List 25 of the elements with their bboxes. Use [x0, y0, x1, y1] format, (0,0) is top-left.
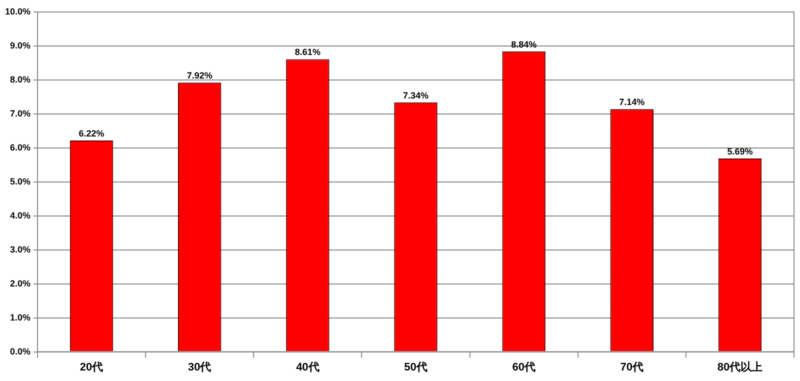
y-tick-label: 8.0% — [10, 74, 31, 84]
x-tick-label: 50代 — [404, 361, 428, 374]
data-label: 7.14% — [619, 97, 645, 108]
x-tick-label: 30代 — [188, 361, 212, 374]
y-tick-label: 5.0% — [10, 176, 31, 186]
x-tick-label: 80代以上 — [717, 360, 763, 374]
data-label: 8.84% — [511, 39, 537, 50]
data-label: 5.69% — [727, 146, 753, 156]
x-tick-label: 40代 — [296, 361, 320, 374]
data-label: 6.22% — [78, 128, 104, 138]
x-tick-label: 60代 — [512, 361, 536, 374]
y-tick-label: 10.0% — [4, 6, 31, 16]
data-label: 7.34% — [402, 90, 429, 100]
x-tick-label: 70代 — [620, 361, 644, 374]
y-tick-label: 0.0% — [10, 346, 31, 356]
y-tick-label: 1.0% — [10, 312, 31, 322]
x-tick-label: 20代 — [80, 361, 104, 374]
y-tick-label: 6.0% — [10, 142, 31, 152]
data-label: 7.92% — [186, 70, 212, 81]
y-tick-label: 7.0% — [10, 108, 31, 118]
y-tick-label: 9.0% — [10, 40, 31, 50]
y-tick-label: 2.0% — [10, 278, 31, 288]
y-tick-label: 4.0% — [10, 210, 31, 220]
y-tick-label: 3.0% — [10, 244, 31, 254]
data-label: 8.61% — [294, 47, 320, 58]
